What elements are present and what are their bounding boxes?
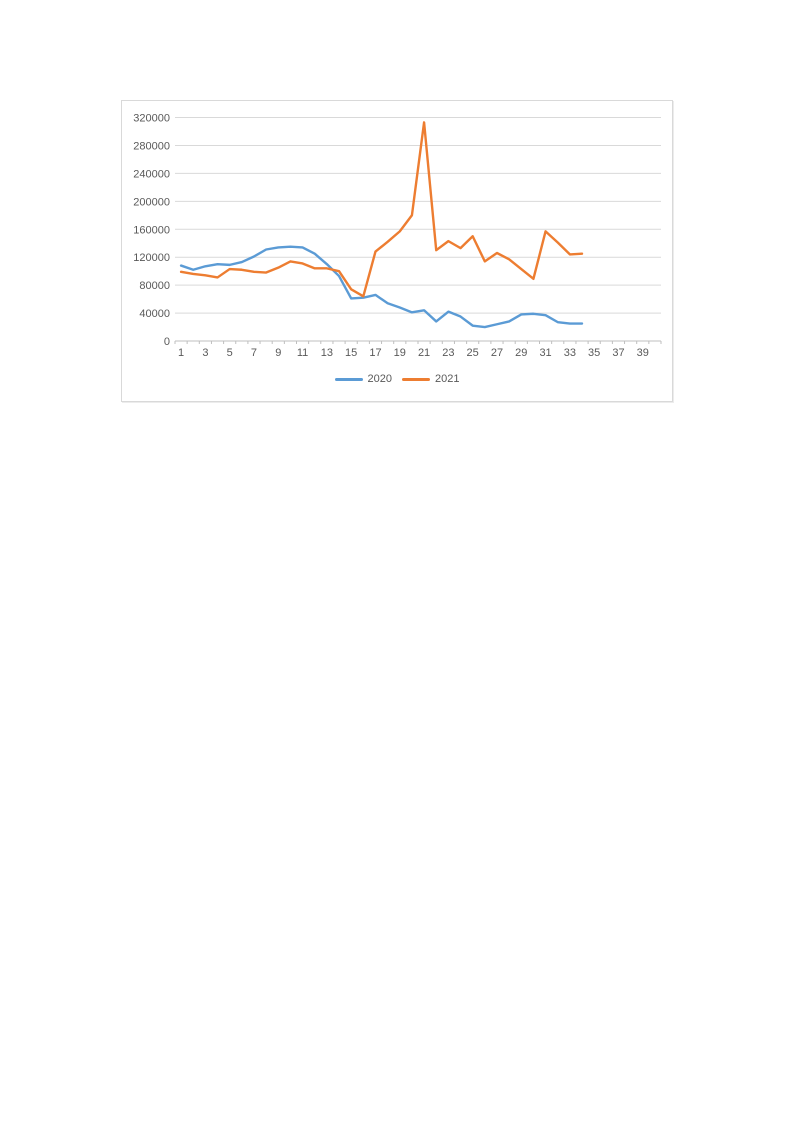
x-tick-label: 33 <box>564 347 576 359</box>
x-axis <box>174 340 662 344</box>
x-tick-label: 19 <box>394 347 406 359</box>
legend-item-2020: 2020 <box>334 373 392 385</box>
series-line-2021 <box>179 121 584 298</box>
x-tick-label: 27 <box>491 347 503 359</box>
x-tick-label: 15 <box>345 347 357 359</box>
y-tick-label: 120000 <box>133 252 170 264</box>
x-tick-label: 35 <box>588 347 600 359</box>
x-tick-label: 1 <box>178 347 184 359</box>
x-tick-label: 37 <box>612 347 624 359</box>
y-tick-label: 80000 <box>139 280 170 292</box>
x-tick-label: 9 <box>275 347 281 359</box>
chart-frame: 0 40000 80000 120000 160000 200000 240000 28000… <box>121 100 673 402</box>
gridlines <box>175 117 661 314</box>
x-tick-label: 5 <box>227 347 233 359</box>
y-tick-label: 200000 <box>133 196 170 208</box>
legend-swatch-2020 <box>334 377 363 381</box>
x-tick-label: 17 <box>369 347 381 359</box>
x-tick-label: 7 <box>251 347 257 359</box>
x-tick-label: 29 <box>515 347 527 359</box>
x-tick-label: 21 <box>418 347 430 359</box>
y-tick-label: 40000 <box>139 308 170 320</box>
y-axis-labels: 0 40000 80000 120000 160000 200000 240000 28000… <box>133 113 170 349</box>
legend-swatch-2021 <box>402 377 430 381</box>
x-tick-label: 31 <box>539 347 551 359</box>
y-tick-label: 0 <box>164 336 170 348</box>
x-tick-label: 11 <box>297 347 308 359</box>
y-tick-label: 160000 <box>133 224 170 236</box>
x-tick-label: 13 <box>321 347 333 359</box>
x-tick-label: 39 <box>637 347 649 359</box>
legend-label-2021: 2021 <box>435 373 460 385</box>
line-chart: 0 40000 80000 120000 160000 200000 240000 28000… <box>133 113 662 359</box>
legend-label-2020: 2020 <box>367 373 392 385</box>
chart-legend: 2020 2021 <box>122 373 672 385</box>
x-axis-labels: 1 3 5 7 9 11 13 15 17 19 21 23 25 27 29 31 33 35 37 39 <box>178 347 649 359</box>
x-tick-label: 23 <box>442 347 454 359</box>
y-tick-label: 280000 <box>133 140 170 152</box>
x-tick-label: 3 <box>202 347 208 359</box>
y-tick-label: 240000 <box>133 168 170 180</box>
x-tick-label: 25 <box>467 347 479 359</box>
series-line-2020 <box>179 245 584 329</box>
legend-item-2021: 2021 <box>402 373 459 385</box>
y-tick-label: 320000 <box>133 113 170 125</box>
